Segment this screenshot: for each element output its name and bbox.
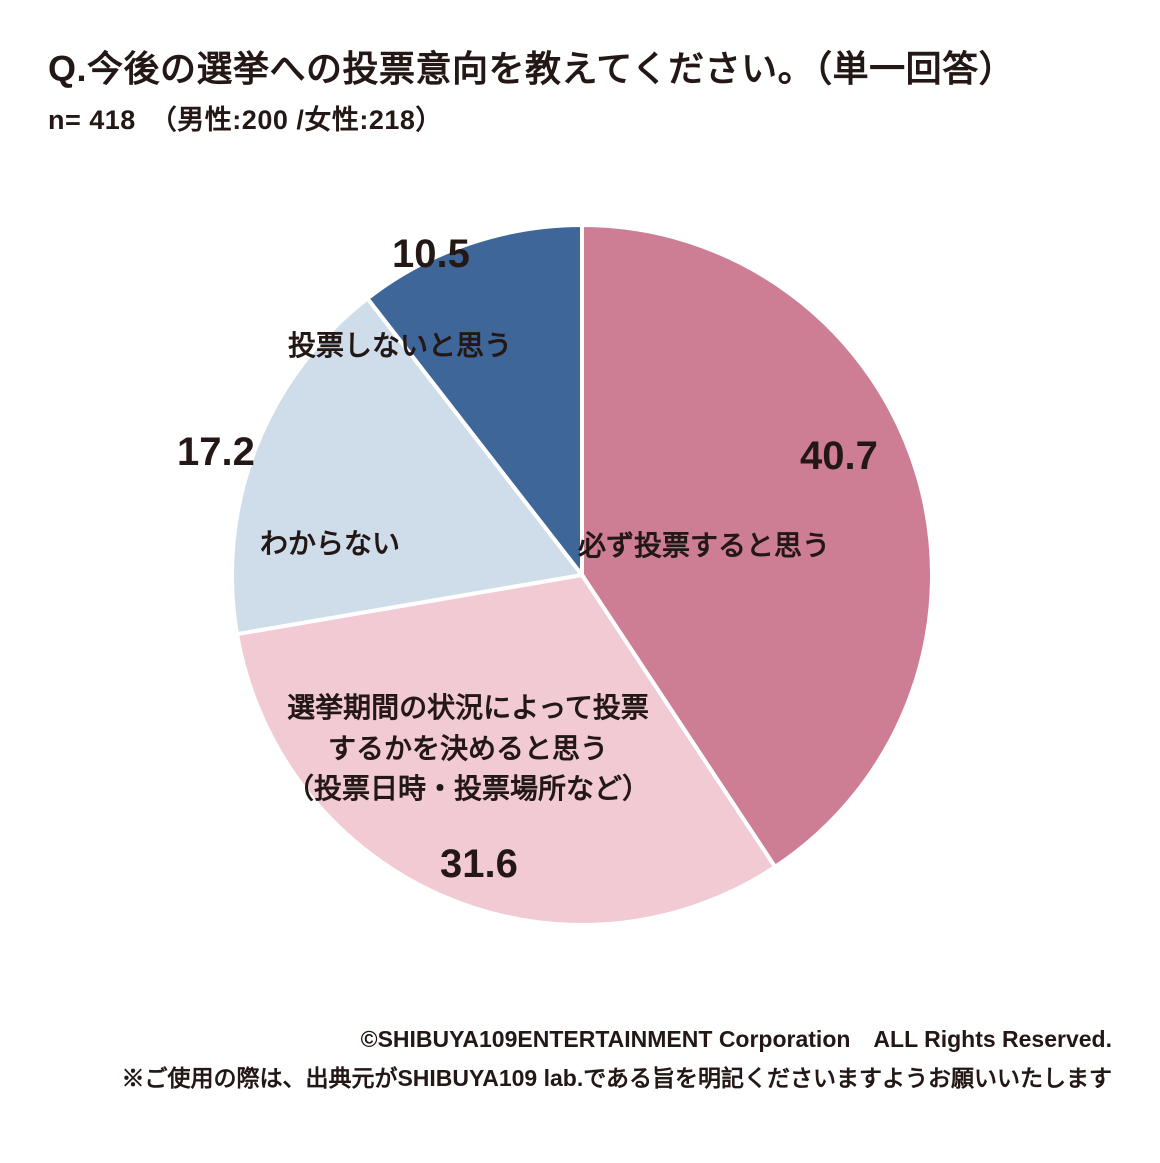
page-root: Q.今後の選挙への投票意向を教えてください。（単一回答） n= 418 （男性:… [0,0,1160,1158]
slice-value: 10.5 [392,232,470,277]
slice-label: 投票しないと思う [288,326,512,367]
pie-svg [0,0,1160,1158]
slice-value: 40.7 [800,434,878,479]
slice-value: 17.2 [177,430,255,475]
slice-label: わからない [260,524,400,565]
slice-label: 必ず投票すると思う [578,526,830,567]
slice-value: 31.6 [440,842,518,887]
copyright-line: ©SHIBUYA109ENTERTAINMENT Corporation ALL… [121,1020,1112,1059]
slice-label: 選挙期間の状況によって投票 するかを決めると思う （投票日時・投票場所など） [286,688,650,810]
attribution-line: ※ご使用の際は、出典元がSHIBUYA109 lab.である旨を明記くださいます… [121,1059,1112,1098]
footer: ©SHIBUYA109ENTERTAINMENT Corporation ALL… [121,1020,1112,1098]
pie-chart: 40.7 必ず投票すると思う 31.6 選挙期間の状況によって投票 するかを決めると思… [0,0,1160,1158]
